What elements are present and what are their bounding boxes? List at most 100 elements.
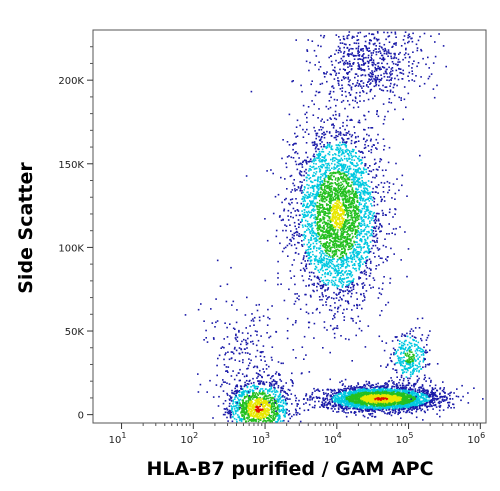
event-dot	[278, 394, 281, 396]
event-dot	[287, 420, 290, 422]
event-dot	[314, 159, 317, 162]
event-dot	[250, 395, 253, 398]
event-dot	[266, 395, 268, 398]
event-dot	[375, 174, 378, 176]
event-dot	[282, 387, 284, 390]
event-dot	[309, 231, 311, 233]
event-dot	[323, 72, 325, 74]
event-dot	[338, 171, 341, 174]
event-dot	[328, 164, 331, 167]
event-dot	[382, 56, 385, 59]
event-dot	[310, 83, 312, 86]
event-dot	[226, 409, 229, 411]
event-dot	[254, 388, 257, 390]
event-dot	[361, 257, 364, 259]
event-dot	[337, 131, 339, 133]
event-dot	[339, 263, 342, 266]
event-dot	[367, 251, 369, 254]
event-dot	[322, 205, 324, 208]
event-dot	[313, 171, 315, 174]
event-dot	[319, 191, 322, 194]
event-dot	[349, 281, 352, 284]
event-dot	[338, 188, 341, 190]
event-dot	[357, 75, 359, 77]
event-dot	[352, 178, 354, 181]
event-dot	[346, 274, 348, 276]
event-dot	[362, 64, 365, 66]
event-dot	[351, 192, 353, 194]
event-dot	[356, 231, 358, 234]
event-dot	[285, 392, 287, 395]
event-dot	[295, 142, 297, 145]
event-dot	[340, 228, 342, 230]
event-dot	[242, 392, 245, 394]
event-dot	[348, 197, 351, 199]
event-dot	[321, 237, 324, 239]
event-dot	[323, 210, 326, 213]
event-dot	[327, 163, 330, 165]
event-dot	[347, 256, 349, 259]
event-dot	[305, 293, 307, 296]
event-dot	[329, 216, 331, 218]
event-dot	[389, 277, 392, 280]
event-dot	[357, 58, 359, 61]
event-dot	[244, 397, 246, 399]
event-dot	[345, 142, 347, 144]
event-dot	[317, 91, 320, 94]
event-dot	[326, 329, 328, 331]
event-dot	[244, 396, 246, 398]
event-dot	[338, 144, 341, 147]
event-dot	[256, 402, 259, 404]
event-dot	[333, 297, 335, 300]
event-dot	[331, 167, 333, 170]
event-dot	[318, 234, 321, 236]
event-dot	[350, 215, 353, 217]
event-dot	[356, 303, 358, 306]
event-dot	[351, 232, 353, 235]
event-dot	[328, 189, 331, 191]
event-dot	[283, 299, 286, 302]
event-dot	[233, 408, 236, 410]
event-dot	[300, 234, 303, 236]
event-dot	[343, 252, 346, 255]
event-dot	[321, 193, 324, 196]
event-dot	[339, 49, 341, 52]
event-dot	[350, 201, 353, 204]
event-dot	[224, 411, 227, 414]
event-dot	[386, 259, 388, 262]
event-dot	[346, 263, 349, 265]
event-dot	[365, 273, 367, 276]
event-dot	[328, 193, 330, 195]
event-dot	[419, 35, 421, 38]
event-dot	[360, 174, 362, 177]
event-dot	[334, 110, 337, 113]
event-dot	[301, 190, 303, 192]
event-dot	[325, 146, 328, 148]
event-dot	[343, 178, 345, 180]
event-dot	[353, 164, 355, 167]
event-dot	[326, 255, 328, 257]
event-dot	[369, 165, 371, 167]
event-dot	[294, 142, 296, 145]
event-dot	[304, 237, 306, 240]
event-dot	[347, 238, 349, 241]
event-dot	[328, 236, 330, 239]
event-dot	[361, 74, 364, 76]
event-dot	[357, 140, 360, 142]
event-dot	[305, 303, 308, 306]
event-dot	[234, 405, 237, 407]
event-dot	[325, 265, 328, 267]
event-dot	[361, 48, 363, 50]
event-dot	[360, 329, 363, 332]
event-dot	[350, 210, 352, 213]
event-dot	[392, 45, 394, 48]
event-dot	[319, 226, 321, 228]
event-dot	[339, 184, 341, 187]
event-dot	[332, 196, 334, 199]
plot-frame	[92, 29, 487, 424]
event-dot	[357, 177, 359, 180]
event-dot	[245, 406, 247, 408]
event-dot	[408, 80, 410, 82]
event-dot	[353, 256, 356, 258]
event-dot	[362, 167, 365, 169]
